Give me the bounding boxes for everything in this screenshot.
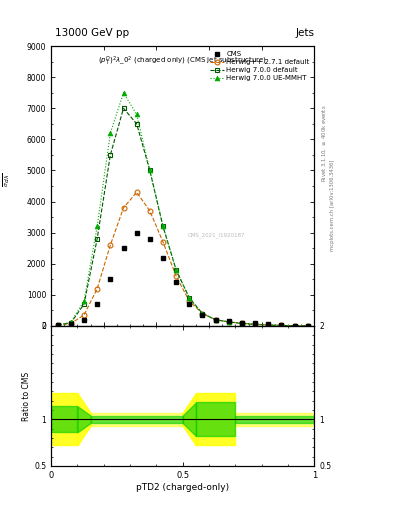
Herwig 7.0.0 UE-MMHT — [279, 323, 284, 329]
Herwig++ 2.7.1 default — [213, 317, 218, 323]
Herwig++ 2.7.1 default — [95, 286, 99, 292]
Herwig++ 2.7.1 default — [226, 319, 231, 325]
Herwig 7.0.0 default — [121, 105, 126, 111]
CMS — [240, 320, 244, 326]
Herwig++ 2.7.1 default — [108, 242, 113, 248]
Herwig++ 2.7.1 default — [200, 310, 205, 316]
Herwig 7.0.0 default — [134, 121, 139, 127]
X-axis label: pTD2 (charged-only): pTD2 (charged-only) — [136, 482, 229, 492]
Text: Jets: Jets — [296, 28, 314, 38]
CMS — [82, 317, 86, 323]
Herwig 7.0.0 UE-MMHT — [213, 317, 218, 323]
Herwig++ 2.7.1 default — [240, 320, 244, 326]
Herwig++ 2.7.1 default — [147, 208, 152, 214]
Text: Rivet 3.1.10, $\geq$ 400k events: Rivet 3.1.10, $\geq$ 400k events — [320, 104, 328, 182]
Herwig++ 2.7.1 default — [134, 189, 139, 195]
Herwig++ 2.7.1 default — [161, 239, 165, 245]
Herwig 7.0.0 UE-MMHT — [292, 323, 297, 329]
Line: Herwig 7.0.0 default: Herwig 7.0.0 default — [55, 106, 310, 328]
Herwig 7.0.0 UE-MMHT — [55, 322, 60, 328]
CMS — [147, 236, 152, 242]
Herwig 7.0.0 default — [305, 323, 310, 329]
Herwig++ 2.7.1 default — [174, 273, 178, 279]
CMS — [161, 254, 165, 261]
Herwig 7.0.0 UE-MMHT — [95, 223, 99, 229]
Herwig 7.0.0 UE-MMHT — [161, 223, 165, 229]
Herwig 7.0.0 default — [55, 322, 60, 328]
Herwig 7.0.0 UE-MMHT — [134, 112, 139, 118]
Herwig++ 2.7.1 default — [68, 321, 73, 327]
Herwig++ 2.7.1 default — [279, 322, 284, 328]
CMS — [213, 317, 218, 323]
CMS — [95, 301, 99, 307]
Herwig 7.0.0 default — [292, 323, 297, 329]
Herwig++ 2.7.1 default — [305, 323, 310, 329]
CMS — [305, 323, 310, 329]
Herwig++ 2.7.1 default — [121, 205, 126, 211]
Herwig++ 2.7.1 default — [266, 322, 271, 328]
CMS — [279, 322, 284, 328]
CMS — [253, 321, 257, 327]
CMS — [266, 322, 271, 328]
Text: $(p_T^D)^2\lambda\_0^2$ (charged only) (CMS jet substructure): $(p_T^D)^2\lambda\_0^2$ (charged only) (… — [98, 54, 267, 68]
Herwig 7.0.0 default — [279, 323, 284, 329]
Herwig 7.0.0 UE-MMHT — [121, 90, 126, 96]
Herwig 7.0.0 default — [161, 223, 165, 229]
Herwig 7.0.0 default — [213, 317, 218, 323]
Herwig 7.0.0 default — [95, 236, 99, 242]
Line: CMS: CMS — [56, 231, 310, 328]
Herwig++ 2.7.1 default — [253, 321, 257, 327]
Herwig 7.0.0 default — [174, 267, 178, 273]
Herwig 7.0.0 UE-MMHT — [108, 130, 113, 136]
Herwig 7.0.0 UE-MMHT — [187, 295, 192, 301]
Herwig 7.0.0 UE-MMHT — [305, 323, 310, 329]
Herwig 7.0.0 default — [108, 152, 113, 158]
Herwig 7.0.0 default — [187, 295, 192, 301]
Herwig 7.0.0 UE-MMHT — [266, 322, 271, 328]
Text: 13000 GeV pp: 13000 GeV pp — [55, 28, 129, 38]
Herwig 7.0.0 default — [266, 322, 271, 328]
CMS — [68, 322, 73, 328]
Herwig 7.0.0 default — [82, 301, 86, 307]
Text: $\frac{1}{\sigma}\frac{dN}{d\lambda}$: $\frac{1}{\sigma}\frac{dN}{d\lambda}$ — [0, 172, 12, 187]
CMS — [200, 312, 205, 318]
Herwig++ 2.7.1 default — [292, 323, 297, 329]
CMS — [226, 318, 231, 325]
Herwig 7.0.0 UE-MMHT — [226, 319, 231, 325]
Text: mcplots.cern.ch [arXiv:1306.3436]: mcplots.cern.ch [arXiv:1306.3436] — [330, 159, 335, 250]
Herwig 7.0.0 default — [226, 319, 231, 325]
CMS — [187, 301, 192, 307]
Herwig 7.0.0 UE-MMHT — [68, 319, 73, 325]
Herwig 7.0.0 default — [68, 320, 73, 326]
CMS — [134, 229, 139, 236]
CMS — [108, 276, 113, 283]
Herwig 7.0.0 UE-MMHT — [147, 167, 152, 174]
Herwig++ 2.7.1 default — [82, 312, 86, 318]
Herwig 7.0.0 default — [200, 310, 205, 316]
Herwig 7.0.0 default — [253, 322, 257, 328]
CMS — [292, 323, 297, 329]
Herwig 7.0.0 UE-MMHT — [253, 322, 257, 328]
Herwig 7.0.0 default — [147, 167, 152, 174]
Y-axis label: Ratio to CMS: Ratio to CMS — [22, 371, 31, 420]
Herwig++ 2.7.1 default — [187, 298, 192, 304]
Line: Herwig++ 2.7.1 default: Herwig++ 2.7.1 default — [55, 190, 310, 328]
Herwig 7.0.0 default — [240, 321, 244, 327]
CMS — [174, 280, 178, 286]
CMS — [121, 245, 126, 251]
Text: CMS_2021_I1920187: CMS_2021_I1920187 — [188, 232, 246, 238]
Herwig 7.0.0 UE-MMHT — [200, 310, 205, 316]
Herwig 7.0.0 UE-MMHT — [174, 267, 178, 273]
CMS — [55, 322, 60, 328]
Herwig++ 2.7.1 default — [55, 322, 60, 328]
Line: Herwig 7.0.0 UE-MMHT: Herwig 7.0.0 UE-MMHT — [55, 90, 310, 328]
Legend: CMS, Herwig++ 2.7.1 default, Herwig 7.0.0 default, Herwig 7.0.0 UE-MMHT: CMS, Herwig++ 2.7.1 default, Herwig 7.0.… — [208, 50, 311, 82]
Herwig 7.0.0 UE-MMHT — [82, 298, 86, 304]
Herwig 7.0.0 UE-MMHT — [240, 321, 244, 327]
